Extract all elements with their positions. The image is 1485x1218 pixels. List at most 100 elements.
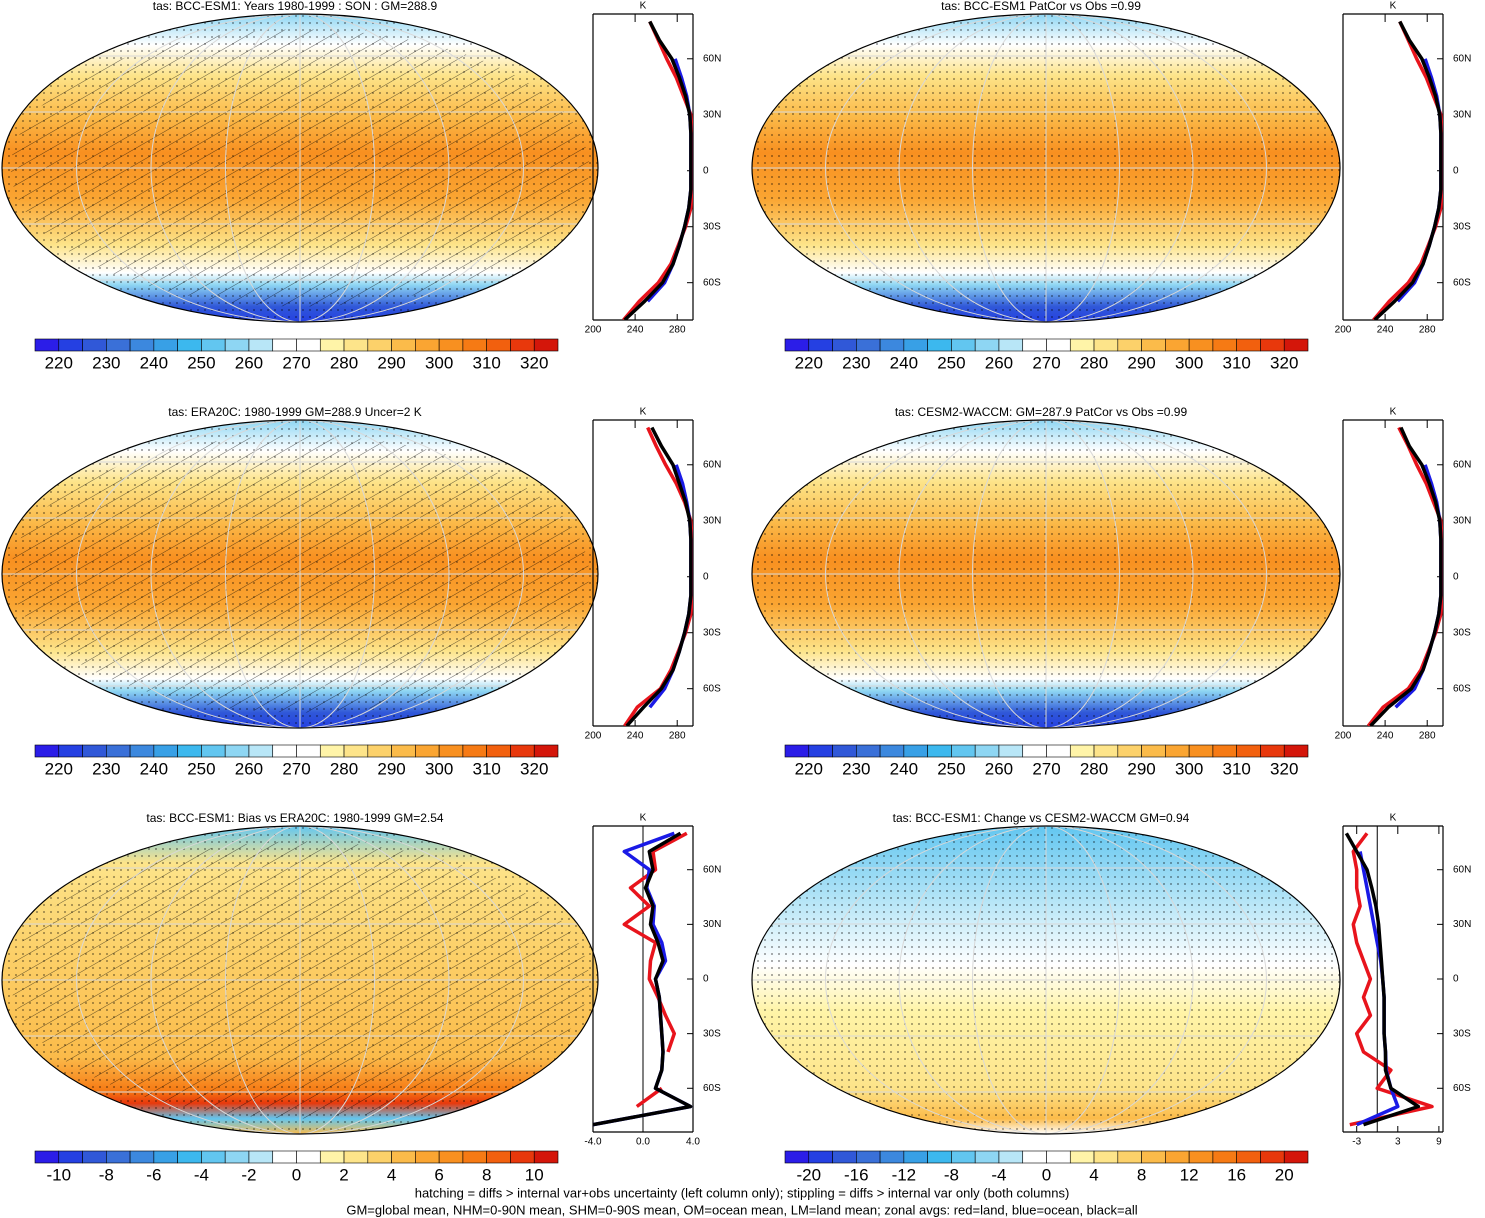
colorbar-box — [784, 744, 810, 758]
meridian — [898, 14, 1194, 322]
colorbar-box — [1093, 744, 1119, 758]
colorbar-box — [34, 744, 60, 758]
map-border — [1, 419, 599, 729]
y-tick-label: 30N — [1453, 109, 1471, 120]
colorbar-box — [1260, 1150, 1285, 1164]
colorbar-box — [951, 744, 976, 758]
graticule — [752, 826, 1340, 1134]
colorbar-label: -8 — [99, 1165, 114, 1184]
colorbar-box — [1283, 1150, 1309, 1164]
colorbar-box — [248, 1150, 274, 1164]
x-tick-label: 3 — [1395, 1137, 1401, 1148]
colorbar-box — [1046, 744, 1071, 758]
map-border — [1, 13, 599, 323]
colorbar-box — [201, 1150, 226, 1164]
colorbar-box — [486, 1150, 511, 1164]
colorbar-box — [1283, 338, 1309, 352]
colorbar-label: -16 — [844, 1165, 869, 1184]
y-tick-label: 60S — [1453, 683, 1471, 694]
colorbar-label: 320 — [520, 353, 548, 372]
colorbar-label: 290 — [1127, 353, 1155, 372]
colorbar-box — [1260, 744, 1285, 758]
x-tick-label: 280 — [1419, 731, 1436, 742]
colorbar-box — [1165, 1150, 1190, 1164]
meridian — [898, 420, 1194, 728]
x-tick-label: 9 — [1436, 1137, 1442, 1148]
colorbar-box — [974, 338, 1000, 352]
colorbar-box — [1046, 338, 1071, 352]
colorbar-label: 300 — [425, 759, 453, 778]
colorbar-label: 260 — [985, 759, 1013, 778]
colorbar-box — [462, 744, 487, 758]
colorbar-box — [58, 338, 83, 352]
colorbar-box — [1141, 1150, 1166, 1164]
zonal-line — [593, 831, 693, 1127]
colorbar-label: 290 — [377, 353, 405, 372]
graticule — [752, 14, 1340, 322]
colorbar-box — [201, 744, 226, 758]
axis-label: K — [1390, 1, 1397, 12]
y-tick-label: 30N — [703, 109, 721, 120]
colorbar-label: -12 — [892, 1165, 917, 1184]
colorbar-label: 270 — [1032, 353, 1060, 372]
colorbar-label: -10 — [46, 1165, 71, 1184]
colorbar-label: 0 — [1042, 1165, 1051, 1184]
colorbar-box — [510, 1150, 535, 1164]
colorbar-box — [296, 1150, 321, 1164]
colorbar-label: 260 — [235, 353, 263, 372]
colorbar-box — [438, 744, 464, 758]
y-tick-label: 30S — [703, 221, 721, 232]
colorbar-box — [1022, 338, 1047, 352]
graticule — [752, 420, 1340, 728]
colorbar-label: -4 — [194, 1165, 209, 1184]
colorbar-box — [343, 338, 369, 352]
colorbar-box — [106, 338, 131, 352]
colorbar-box — [391, 1150, 416, 1164]
colorbar-box — [903, 338, 928, 352]
colorbar-label: 310 — [1222, 759, 1250, 778]
y-tick-label: 30N — [1453, 515, 1471, 526]
colorbar-box — [808, 1150, 833, 1164]
colorbar-box — [974, 744, 1000, 758]
y-tick-label: 60N — [1453, 53, 1471, 64]
meridian — [825, 826, 1267, 1134]
colorbar-box — [58, 1150, 83, 1164]
x-tick-label: 240 — [627, 325, 644, 336]
colorbar-box — [462, 1150, 487, 1164]
colorbar-box — [272, 338, 297, 352]
colorbar-box — [1117, 1150, 1142, 1164]
colorbar-box — [415, 338, 440, 352]
colorbar-box — [1022, 744, 1047, 758]
colorbar-box — [129, 744, 155, 758]
meridian — [972, 826, 1120, 1134]
colorbar-box — [296, 338, 321, 352]
colorbar-box — [1188, 1150, 1214, 1164]
colorbar-box — [129, 1150, 155, 1164]
x-tick-label: 200 — [1335, 325, 1352, 336]
y-tick-label: 0 — [703, 165, 709, 176]
panel-title: tas: BCC-ESM1 PatCor vs Obs =0.99 — [941, 0, 1141, 13]
colorbar-label: 4 — [1089, 1165, 1098, 1184]
colorbar-box — [784, 338, 810, 352]
zonal-line — [1372, 20, 1443, 320]
map-border — [751, 825, 1341, 1135]
colorbar-box — [1212, 744, 1237, 758]
colorbar-box — [974, 1150, 1000, 1164]
colorbar-box — [533, 338, 559, 352]
colorbar-box — [998, 338, 1024, 352]
colorbar-label: 220 — [45, 353, 73, 372]
note: hatching = diffs > internal var+obs unce… — [415, 1185, 1070, 1200]
colorbar-label: 280 — [330, 759, 358, 778]
colorbar-box — [367, 1150, 392, 1164]
colorbar-box — [1165, 744, 1190, 758]
colorbar-label: 6 — [434, 1165, 443, 1184]
x-tick-label: -4.0 — [584, 1137, 602, 1148]
map-border — [751, 13, 1341, 323]
y-tick-label: 30N — [703, 919, 721, 930]
y-tick-label: 30S — [1453, 221, 1471, 232]
colorbar-box — [998, 744, 1024, 758]
colorbar-label: 310 — [1222, 353, 1250, 372]
meridian — [898, 826, 1194, 1134]
y-tick-label: 30S — [1453, 1028, 1471, 1039]
colorbar-box — [391, 338, 416, 352]
